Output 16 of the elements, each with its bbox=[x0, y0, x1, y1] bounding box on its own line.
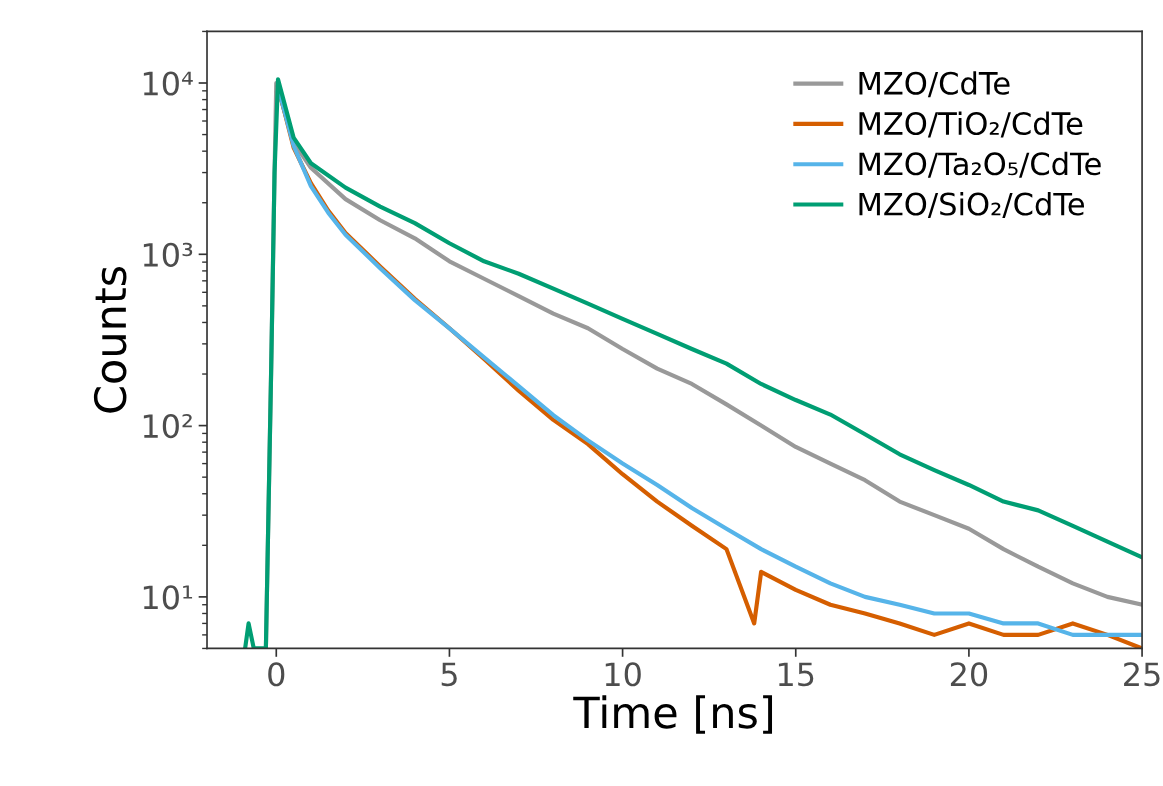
legend-label: MZO/Ta₂O₅/CdTe bbox=[859, 151, 1101, 178]
x-tick-label: 5 bbox=[441, 662, 457, 687]
x-tick-label: 20 bbox=[950, 662, 988, 687]
x-tick-label: 0 bbox=[268, 662, 285, 687]
x-tick-label: 15 bbox=[778, 662, 814, 687]
y-tick-label: 10³ bbox=[143, 242, 193, 267]
legend-label: MZO/CdTe bbox=[859, 71, 1010, 98]
y-tick-label: 10² bbox=[143, 414, 192, 439]
y-tick-label: 10⁴ bbox=[143, 71, 193, 96]
y-axis-title: Counts bbox=[93, 266, 127, 413]
legend-label: MZO/TiO₂/CdTe bbox=[859, 111, 1083, 138]
x-axis-title: Time [ns] bbox=[573, 695, 773, 734]
x-tick-label: 25 bbox=[1124, 662, 1160, 687]
x-tick-label: 10 bbox=[605, 662, 641, 687]
legend-label: MZO/SiO₂/CdTe bbox=[859, 191, 1084, 219]
y-tick-label: 10¹ bbox=[143, 585, 193, 610]
